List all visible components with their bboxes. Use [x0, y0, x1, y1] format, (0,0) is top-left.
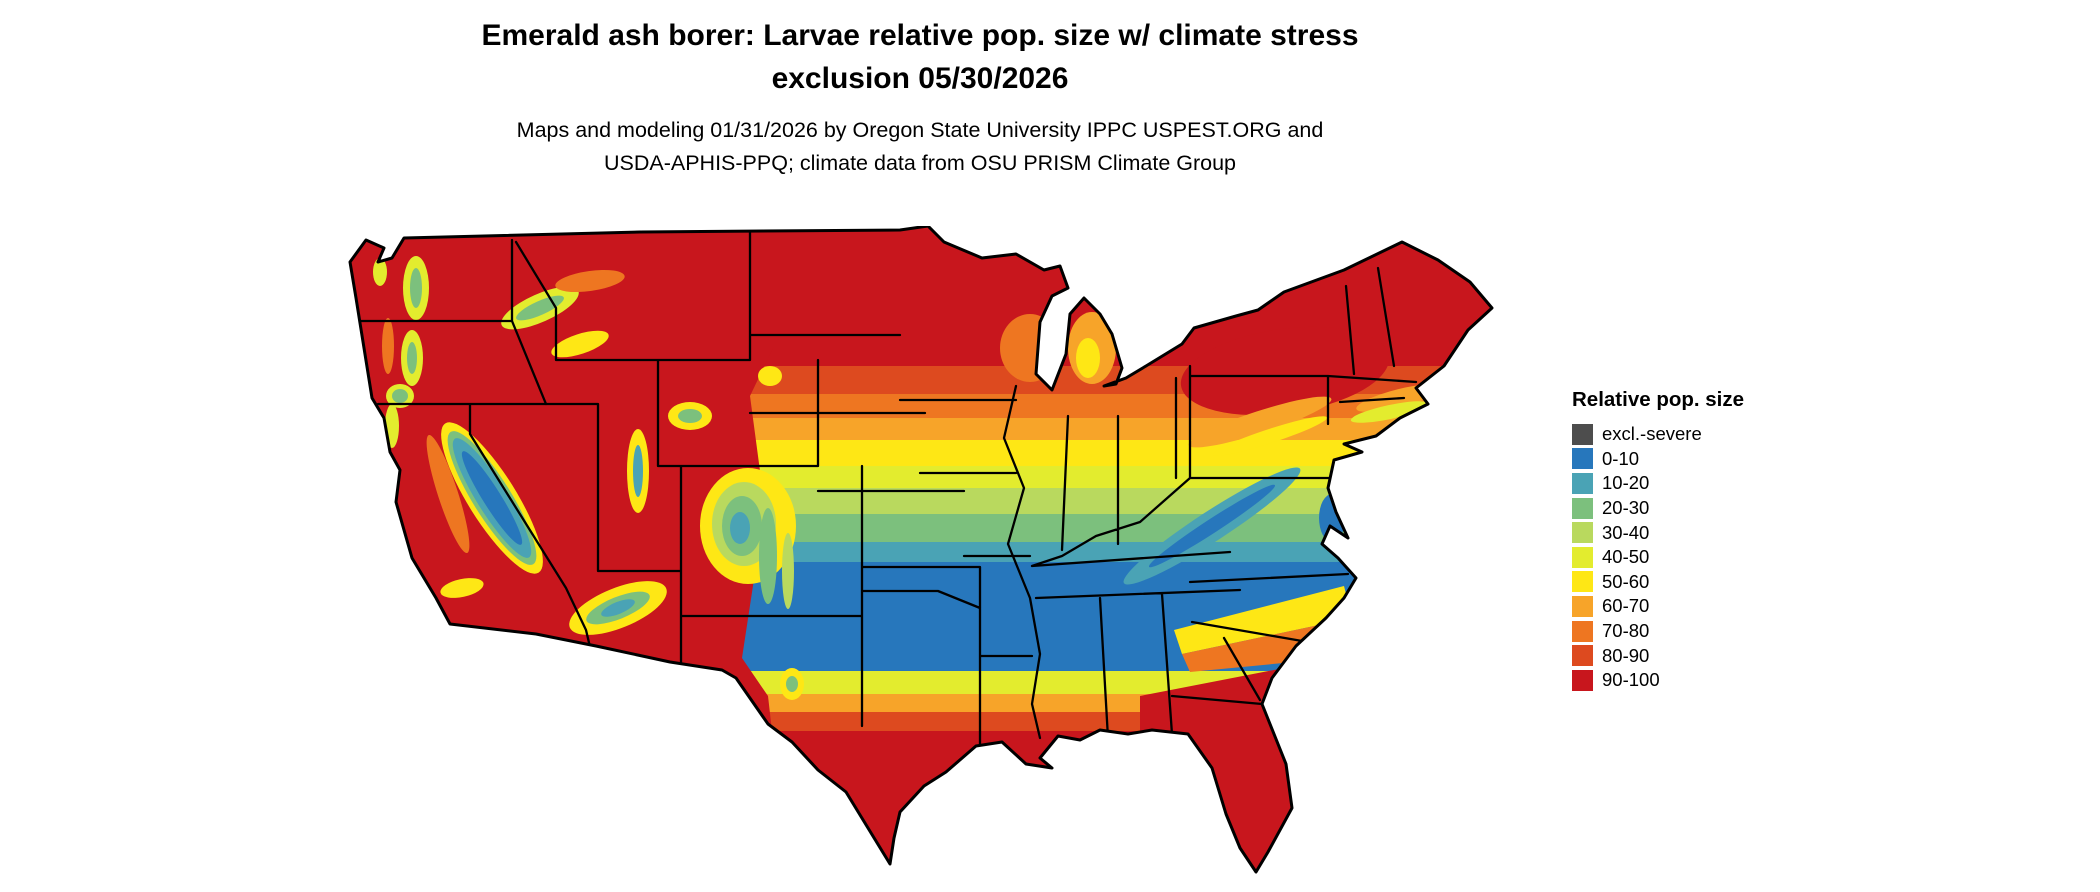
davis-mtns-core [786, 676, 798, 692]
legend-label: 30-40 [1602, 521, 1650, 543]
pa-ridge-yellow-streak [1212, 416, 1328, 456]
legend-row: 10-20 [1572, 471, 1852, 496]
central-valley-patch [426, 434, 470, 554]
legend-swatch-excl-severe [1572, 423, 1593, 445]
subtitle-line-2: USDA-APHIS-PPQ; climate data from OSU PR… [603, 151, 1237, 175]
bighorn-core [678, 409, 702, 423]
legend-swatch-60-70 [1572, 595, 1593, 617]
legend-label: 90-100 [1602, 669, 1660, 691]
legend-label: 0-10 [1602, 447, 1640, 469]
legend-row: 0-10 [1572, 447, 1852, 472]
legend-row: 20-30 [1572, 496, 1852, 521]
legend-label: 20-30 [1602, 497, 1650, 519]
legend-swatch-40-50 [1572, 546, 1593, 568]
legend-swatch-50-60 [1572, 571, 1593, 593]
band-40-50-south [350, 671, 1492, 694]
pa-ridge-orange-streak [1188, 396, 1332, 448]
title-line-2: exclusion 05/30/2026 [771, 62, 1069, 95]
legend-row: 30-40 [1572, 520, 1852, 545]
ct-coast-yellow-streak [1350, 401, 1430, 423]
legend-row: 80-90 [1572, 643, 1852, 668]
mogollon-rim-core [601, 599, 635, 617]
legend-swatch-10-20 [1572, 472, 1593, 494]
legend-title: Relative pop. size [1572, 388, 1745, 411]
legend-label: excl.-severe [1602, 423, 1702, 445]
legend-label: 50-60 [1602, 570, 1650, 592]
legend-swatch-0-10 [1572, 448, 1593, 470]
state-borders [353, 230, 1418, 748]
band-90-100-south [350, 731, 1492, 872]
socal-transverse-patch [440, 578, 484, 598]
legend-row: 40-50 [1572, 545, 1852, 570]
ny-pa-red-blob [1180, 326, 1390, 416]
legend-row: 90-100 [1572, 668, 1852, 693]
band-80-90-south [350, 712, 1492, 731]
legend-swatch-70-80 [1572, 620, 1593, 642]
legend-row: 50-60 [1572, 570, 1852, 595]
willamette-valley-patch [382, 318, 394, 374]
wisconsin-orange-patch [1000, 314, 1060, 382]
legend-row: excl.-severe [1572, 422, 1852, 447]
michigan-yellow-core [1076, 338, 1100, 378]
legend-swatch-30-40 [1572, 522, 1593, 544]
southeast-yellow-wedge [1174, 586, 1352, 654]
legend-row: 70-80 [1572, 619, 1852, 644]
sierra-blue-core [461, 451, 523, 545]
legend-label: 60-70 [1602, 595, 1650, 617]
idaho-streak-2 [551, 330, 609, 358]
legend-swatch-80-90 [1572, 645, 1593, 667]
appalachian-blue-core [1148, 484, 1276, 568]
cascades-or-core [407, 342, 417, 374]
cascades-wa-core [410, 268, 422, 308]
klamath-core [392, 389, 408, 403]
map-fill-layer [350, 226, 1492, 872]
legend-swatch-90-100 [1572, 669, 1593, 691]
page-subtitle: Maps and modeling 01/31/2026 by Oregon S… [0, 114, 1840, 180]
title-line-1: Emerald ash borer: Larvae relative pop. … [481, 19, 1359, 52]
legend: Relative pop. size excl.-severe 0-10 10-… [1572, 388, 1852, 693]
legend-row: 60-70 [1572, 594, 1852, 619]
montana-streak [555, 269, 625, 293]
band-60-70-south [350, 694, 1492, 712]
us-map-svg [348, 224, 1494, 874]
puget-lowland-patch [373, 258, 387, 286]
new-mexico-range-1 [759, 508, 777, 604]
subtitle-line-1: Maps and modeling 01/31/2026 by Oregon S… [516, 118, 1324, 142]
legend-label: 80-90 [1602, 644, 1650, 666]
us-choropleth-map [340, 224, 1550, 886]
colorado-rockies-core [730, 512, 750, 544]
legend-label: 70-80 [1602, 620, 1650, 642]
wasatch-core [633, 445, 643, 497]
black-hills-patch [758, 366, 782, 386]
page-title: Emerald ash borer: Larvae relative pop. … [0, 14, 1840, 100]
legend-label: 40-50 [1602, 546, 1650, 568]
legend-swatch-20-30 [1572, 497, 1593, 519]
legend-label: 10-20 [1602, 472, 1650, 494]
new-mexico-range-2 [782, 533, 794, 609]
